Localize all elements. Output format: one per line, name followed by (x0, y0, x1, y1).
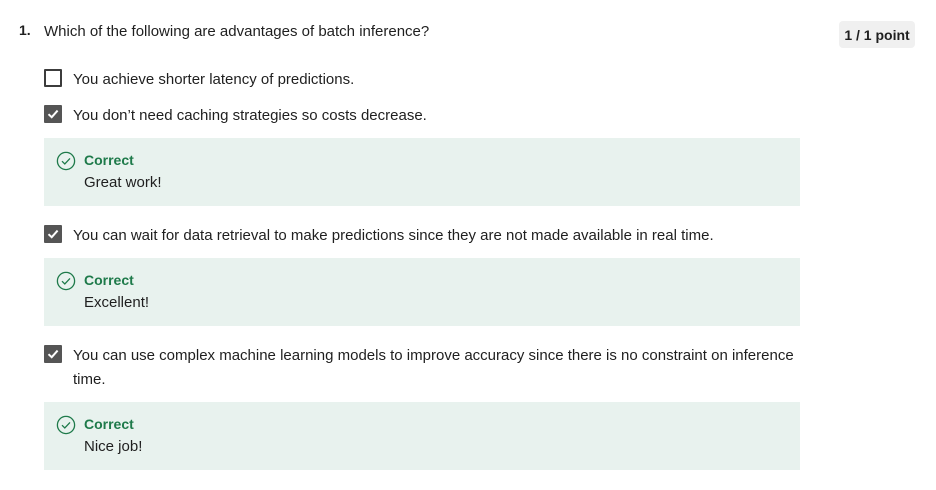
checkmark-icon (47, 109, 59, 119)
option-text: You don’t need caching strategies so cos… (73, 107, 427, 124)
feedback-box: Correct Great work! (44, 138, 800, 206)
checkbox-checked[interactable] (44, 225, 62, 243)
check-circle-icon (56, 151, 76, 171)
check-circle-icon (56, 271, 76, 291)
feedback-status: Correct (84, 272, 134, 288)
points-badge: 1 / 1 point (839, 21, 915, 48)
option-text: You can wait for data retrieval to make … (73, 227, 714, 244)
checkbox-checked[interactable] (44, 345, 62, 363)
question-number: 1. (19, 22, 31, 38)
feedback-box: Correct Excellent! (44, 258, 800, 326)
feedback-status: Correct (84, 416, 134, 432)
checkmark-icon (47, 349, 59, 359)
checkbox-unchecked[interactable] (44, 69, 62, 87)
feedback-message: Great work! (84, 174, 162, 191)
feedback-box: Correct Nice job! (44, 402, 800, 470)
option-text: You can use complex machine learning mod… (73, 347, 794, 388)
feedback-message: Excellent! (84, 294, 150, 311)
check-circle-icon (56, 415, 76, 435)
checkmark-icon (47, 229, 59, 239)
feedback-status: Correct (84, 152, 134, 168)
option-text: You achieve shorter latency of predictio… (73, 71, 355, 88)
question-text: Which of the following are advantages of… (44, 23, 430, 40)
feedback-message: Nice job! (84, 438, 143, 455)
checkbox-checked[interactable] (44, 105, 62, 123)
